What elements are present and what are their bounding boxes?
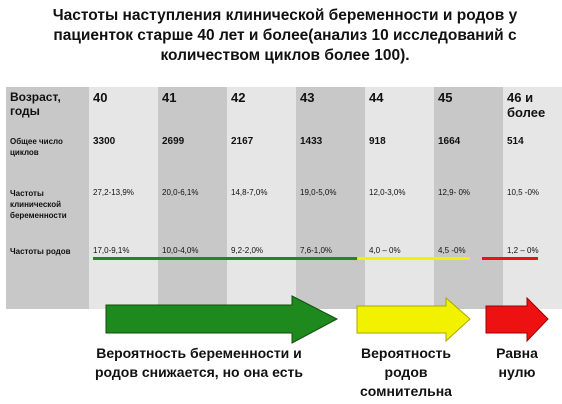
- pregnancy-row: Частоты клинической беременности 27,2-13…: [6, 185, 562, 243]
- caption-green: Вероятность беременности и родов снижает…: [94, 345, 304, 380]
- green-underline-bar: [93, 257, 357, 260]
- pregnancy-cell: 10,5 -0%: [503, 185, 562, 243]
- ivf-statistics-table: Возраст, годы 40 41 42 43 44 45 46 и бол…: [6, 87, 562, 309]
- cycles-cell: 3300: [89, 133, 158, 185]
- caption-red: Равна нулю: [496, 345, 538, 380]
- age-cell: 44: [365, 87, 434, 133]
- pregnancy-cell: 12,9- 0%: [434, 185, 503, 243]
- age-cell: 43: [296, 87, 365, 133]
- age-cell: 40: [89, 87, 158, 133]
- row-header-age: Возраст, годы: [6, 87, 89, 133]
- pregnancy-cell: 27,2-13,9%: [89, 185, 158, 243]
- yellow-underline-bar: [358, 257, 470, 260]
- births-cell: 7,6-1,0%: [296, 243, 365, 309]
- births-row: Частоты родов 17,0-9,1% 10,0-4,0% 9,2-2,…: [6, 243, 562, 309]
- red-underline-bar: [482, 257, 538, 260]
- pregnancy-cell: 14,8-7,0%: [227, 185, 296, 243]
- green-arrow: [105, 295, 339, 344]
- cycles-cell: 918: [365, 133, 434, 185]
- yellow-arrow: [356, 296, 471, 343]
- row-header-pregnancy: Частоты клинической беременности: [6, 185, 89, 243]
- row-header-cycles: Общее число циклов: [6, 133, 89, 185]
- births-cell: 10,0-4,0%: [158, 243, 227, 309]
- age-cell: 42: [227, 87, 296, 133]
- cycles-cell: 1433: [296, 133, 365, 185]
- row-header-births: Частоты родов: [6, 243, 89, 309]
- age-row: Возраст, годы 40 41 42 43 44 45 46 и бол…: [6, 87, 562, 133]
- pregnancy-cell: 19,0-5,0%: [296, 185, 365, 243]
- caption-yellow: Вероятность родов сомнительна: [360, 345, 452, 399]
- births-cell: 17,0-9,1%: [89, 243, 158, 309]
- pregnancy-cell: 12,0-3,0%: [365, 185, 434, 243]
- births-cell: 1,2 – 0%: [503, 243, 562, 309]
- cycles-cell: 2167: [227, 133, 296, 185]
- age-cell: 41: [158, 87, 227, 133]
- page-title: Частоты наступления клинической беременн…: [52, 7, 518, 64]
- age-cell: 46 и более: [503, 87, 562, 133]
- red-arrow: [485, 296, 549, 343]
- cycles-cell: 514: [503, 133, 562, 185]
- births-cell: 4,0 – 0%: [365, 243, 434, 309]
- cycles-row: Общее число циклов 3300 2699 2167 1433 9…: [6, 133, 562, 185]
- pregnancy-cell: 20,0-6,1%: [158, 185, 227, 243]
- cycles-cell: 1664: [434, 133, 503, 185]
- births-cell: 9,2-2,0%: [227, 243, 296, 309]
- age-cell: 45: [434, 87, 503, 133]
- cycles-cell: 2699: [158, 133, 227, 185]
